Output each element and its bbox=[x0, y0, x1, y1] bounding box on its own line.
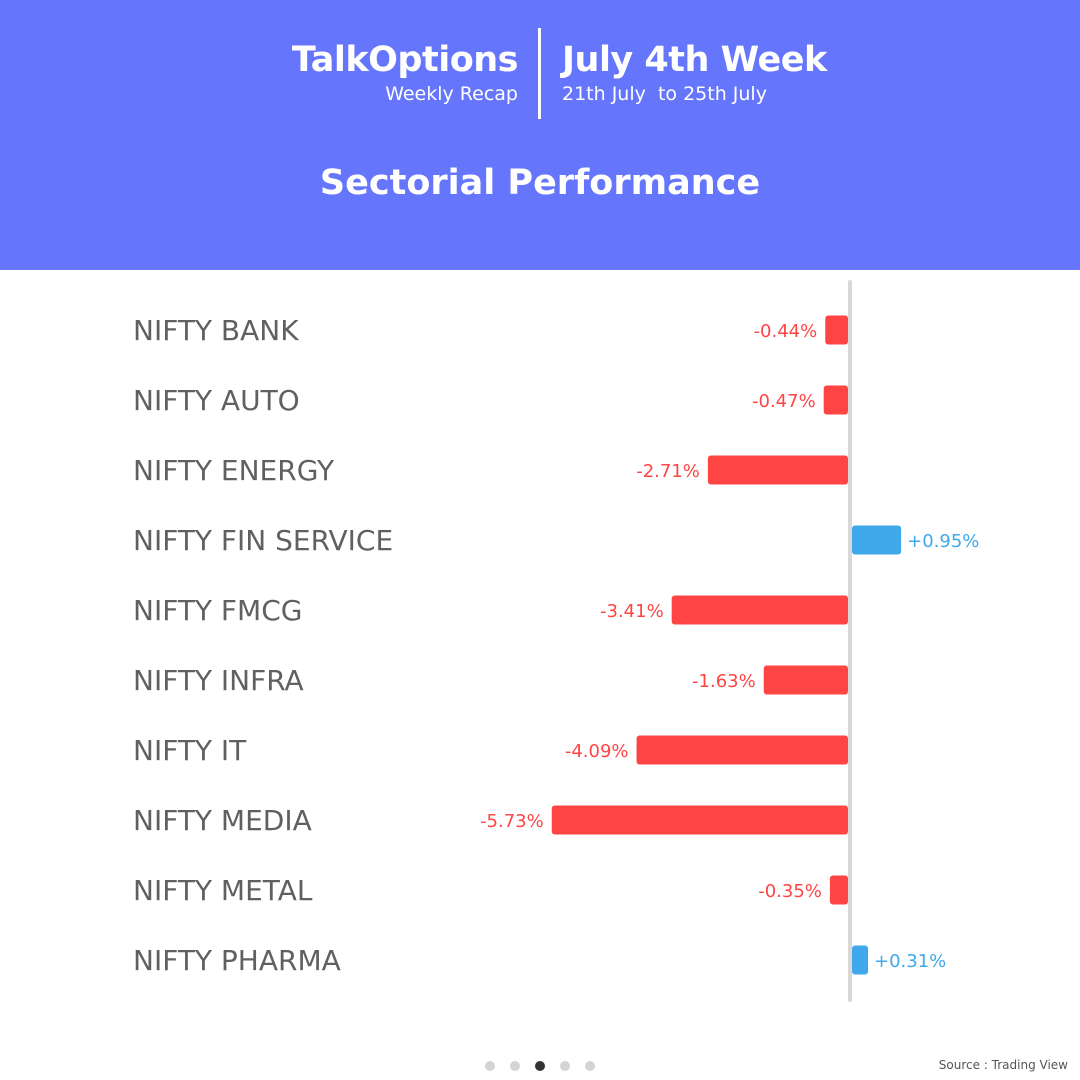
week-block: July 4th Week 21th July to 25th July bbox=[562, 38, 827, 106]
value-label: -1.63% bbox=[692, 671, 756, 692]
category-label: NIFTY IT bbox=[133, 734, 247, 767]
value-label: -3.41% bbox=[600, 601, 664, 622]
sector-bar-chart: NIFTY BANK -0.44% NIFTY AUTO -0.47% NIFTY EN… bbox=[133, 280, 979, 1002]
brand-block: TalkOptions Weekly Recap bbox=[291, 38, 519, 106]
bar bbox=[852, 525, 902, 555]
pager-dot[interactable] bbox=[585, 1061, 595, 1071]
value-label: -4.09% bbox=[565, 741, 629, 762]
category-label: NIFTY FMCG bbox=[133, 594, 302, 627]
week-range: 21th July to 25th July bbox=[562, 83, 767, 105]
category-label: NIFTY METAL bbox=[133, 874, 313, 907]
category-label: NIFTY INFRA bbox=[133, 664, 304, 697]
zero-axis-line bbox=[848, 280, 852, 1002]
category-label: NIFTY FIN SERVICE bbox=[133, 524, 393, 557]
header-divider bbox=[538, 28, 541, 119]
bar bbox=[825, 315, 848, 345]
bar bbox=[823, 385, 848, 415]
value-label: -5.73% bbox=[480, 811, 544, 832]
bar bbox=[636, 735, 848, 765]
pager-dot[interactable] bbox=[560, 1061, 570, 1071]
pager-dot[interactable] bbox=[510, 1061, 520, 1071]
header-banner: TalkOptions Weekly Recap July 4th Week 2… bbox=[0, 0, 1080, 270]
pager-dot[interactable] bbox=[535, 1061, 545, 1071]
brand-subtitle: Weekly Recap bbox=[385, 83, 518, 105]
category-label: NIFTY BANK bbox=[133, 314, 299, 347]
bar bbox=[551, 805, 848, 835]
bar bbox=[671, 595, 848, 625]
carousel-pager bbox=[485, 1061, 595, 1071]
value-label: -2.71% bbox=[636, 461, 700, 482]
bar bbox=[829, 875, 848, 905]
category-label: NIFTY PHARMA bbox=[133, 944, 341, 977]
category-label: NIFTY MEDIA bbox=[133, 804, 312, 837]
week-title: July 4th Week bbox=[562, 40, 827, 80]
bar bbox=[763, 665, 848, 695]
category-label: NIFTY AUTO bbox=[133, 384, 300, 417]
pager-dot[interactable] bbox=[485, 1061, 495, 1071]
value-label: -0.35% bbox=[758, 881, 822, 902]
brand-name: TalkOptions bbox=[291, 40, 519, 80]
bar bbox=[852, 945, 869, 975]
value-label: -0.47% bbox=[752, 391, 816, 412]
category-label: NIFTY ENERGY bbox=[133, 454, 335, 487]
value-label: +0.95% bbox=[907, 531, 979, 552]
value-label: +0.31% bbox=[874, 951, 946, 972]
bar bbox=[707, 455, 848, 485]
value-label: -0.44% bbox=[754, 321, 818, 342]
section-title: Sectorial Performance bbox=[319, 163, 761, 203]
source-note: Source : Trading View bbox=[938, 1058, 1068, 1072]
